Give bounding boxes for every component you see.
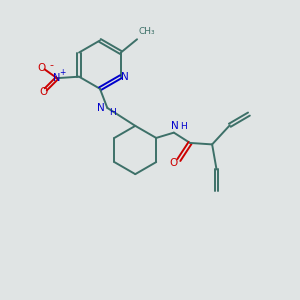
Text: CH₃: CH₃ xyxy=(139,27,155,36)
Text: N: N xyxy=(53,73,61,82)
Text: H: H xyxy=(180,122,187,130)
Text: N: N xyxy=(121,72,129,82)
Text: -: - xyxy=(50,60,54,70)
Text: N: N xyxy=(171,121,178,131)
Text: N: N xyxy=(97,103,105,113)
Text: H: H xyxy=(109,108,116,117)
Text: O: O xyxy=(37,63,45,73)
Text: O: O xyxy=(169,158,178,168)
Text: O: O xyxy=(39,87,47,97)
Text: +: + xyxy=(59,68,65,77)
